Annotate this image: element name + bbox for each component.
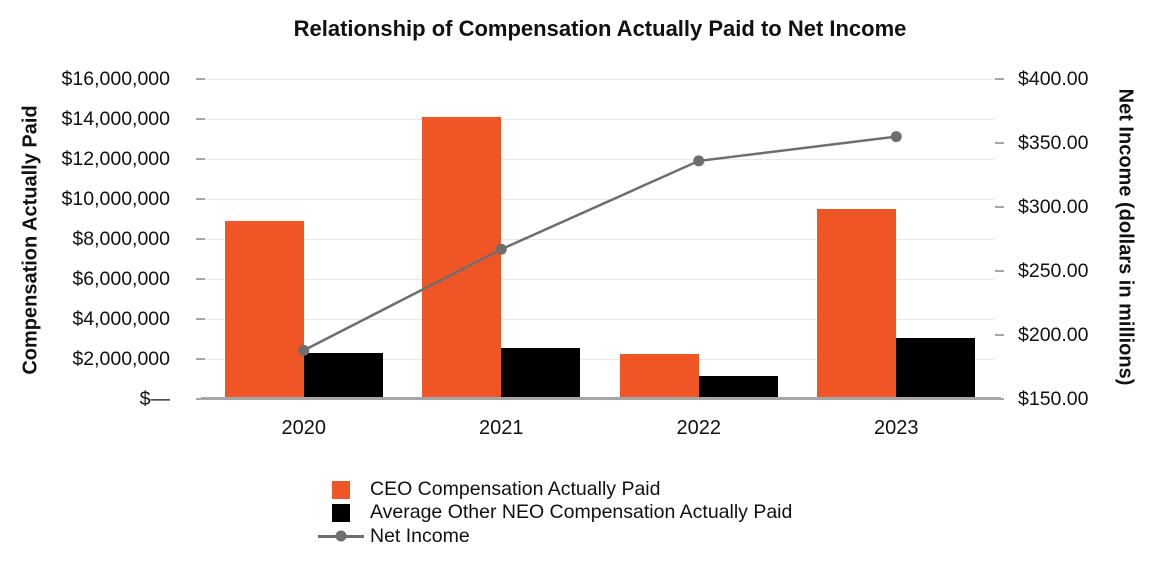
legend-item-ceo-compensation-actually-paid: CEO Compensation Actually Paid — [318, 478, 792, 501]
right-axis-tick-mark — [995, 142, 1004, 144]
left-axis-tick-mark — [196, 238, 205, 240]
legend: CEO Compensation Actually Paid Average Ot… — [318, 478, 792, 548]
left-axis-tick-mark — [196, 118, 205, 120]
average-other-neo-compensation-actually-paid-bar-2022 — [698, 375, 778, 399]
legend-item-average-other-neo-compensation-actually-paid: Average Other NEO Compensation Actually … — [318, 501, 792, 524]
net-income-line — [303, 135, 897, 352]
left-axis-tick-mark — [196, 318, 205, 320]
net-income-line-series — [298, 131, 902, 356]
gridline — [205, 279, 995, 280]
net-income-point-2022 — [693, 155, 705, 167]
legend-label: Net Income — [370, 524, 470, 547]
right-axis-tick-label: $250.00 — [1018, 260, 1089, 282]
legend-label: CEO Compensation Actually Paid — [370, 478, 661, 501]
gridline — [205, 359, 995, 360]
x-axis-label-2021: 2021 — [479, 417, 524, 439]
x-axis-label-2022: 2022 — [676, 417, 722, 439]
left-axis-tick-label: $16,000,000 — [61, 68, 170, 90]
net-income-point-2021 — [495, 243, 507, 255]
right-axis-tick-label: $200.00 — [1018, 324, 1089, 346]
left-axis-tick-label: $14,000,000 — [61, 108, 170, 130]
legend-color-swatch — [332, 480, 350, 499]
gridline — [205, 239, 995, 240]
right-axis-tick-mark — [995, 334, 1004, 336]
left-axis-tick-label: $8,000,000 — [72, 228, 170, 250]
ceo-compensation-actually-paid-bar-2021 — [422, 117, 502, 399]
right-axis-tick-label: $400.00 — [1018, 68, 1089, 90]
left-axis-tick-label: $4,000,000 — [72, 308, 170, 330]
average-other-neo-compensation-actually-paid-bar-2023 — [896, 338, 976, 399]
chart-title: Relationship of Compensation Actually Pa… — [293, 16, 907, 41]
x-axis-label-2020: 2020 — [281, 417, 327, 439]
right-axis-tick-mark — [995, 270, 1004, 272]
legend-swatch-icon — [318, 478, 364, 501]
left-axis-tick-label: $12,000,000 — [61, 148, 170, 170]
left-axis-tick-label: $6,000,000 — [72, 268, 170, 290]
x-axis-line — [201, 397, 1001, 400]
right-axis-tick-label: $150.00 — [1018, 388, 1089, 410]
legend-line-marker-icon — [318, 525, 364, 548]
left-axis-tick-label: $10,000,000 — [61, 188, 170, 210]
left-axis-tick-mark — [196, 198, 205, 200]
net-income-point-2020 — [298, 344, 310, 356]
left-axis-tick-mark — [196, 78, 205, 80]
gridline — [205, 199, 995, 200]
legend-swatch-icon — [318, 501, 364, 524]
legend-dot-icon — [335, 530, 347, 542]
legend-item-net-income: Net Income — [318, 525, 792, 548]
ceo-compensation-actually-paid-bar-2023 — [817, 209, 897, 399]
gridline — [205, 159, 995, 160]
gridline — [205, 319, 995, 320]
plot-area — [205, 79, 995, 400]
left-axis-tick-mark — [196, 358, 205, 360]
left-axis-tick-mark — [196, 278, 205, 280]
ceo-compensation-actually-paid-bar-2020 — [224, 221, 304, 399]
legend-color-swatch — [332, 503, 350, 522]
average-other-neo-compensation-actually-paid-bar-2021 — [501, 348, 581, 399]
gridline — [205, 119, 995, 120]
right-axis-tick-mark — [995, 206, 1004, 208]
left-axis-tick-mark — [196, 158, 205, 160]
legend-label: Average Other NEO Compensation Actually … — [370, 501, 793, 524]
x-axis-label-2023: 2023 — [874, 417, 919, 439]
left-axis-tick-label: $2,000,000 — [72, 348, 170, 370]
right-axis-tick-mark — [995, 78, 1004, 80]
gridline — [205, 79, 995, 80]
average-other-neo-compensation-actually-paid-bar-2020 — [303, 353, 383, 399]
right-axis-tick-mark — [995, 398, 1004, 400]
right-axis-tick-label: $350.00 — [1018, 132, 1089, 154]
right-axis-tick-label: $300.00 — [1018, 196, 1089, 218]
net-income-point-2023 — [890, 131, 902, 143]
ceo-compensation-actually-paid-bar-2022 — [619, 354, 699, 399]
left-axis-tick-mark — [196, 398, 205, 400]
left-axis-tick-label: $— — [139, 388, 170, 410]
